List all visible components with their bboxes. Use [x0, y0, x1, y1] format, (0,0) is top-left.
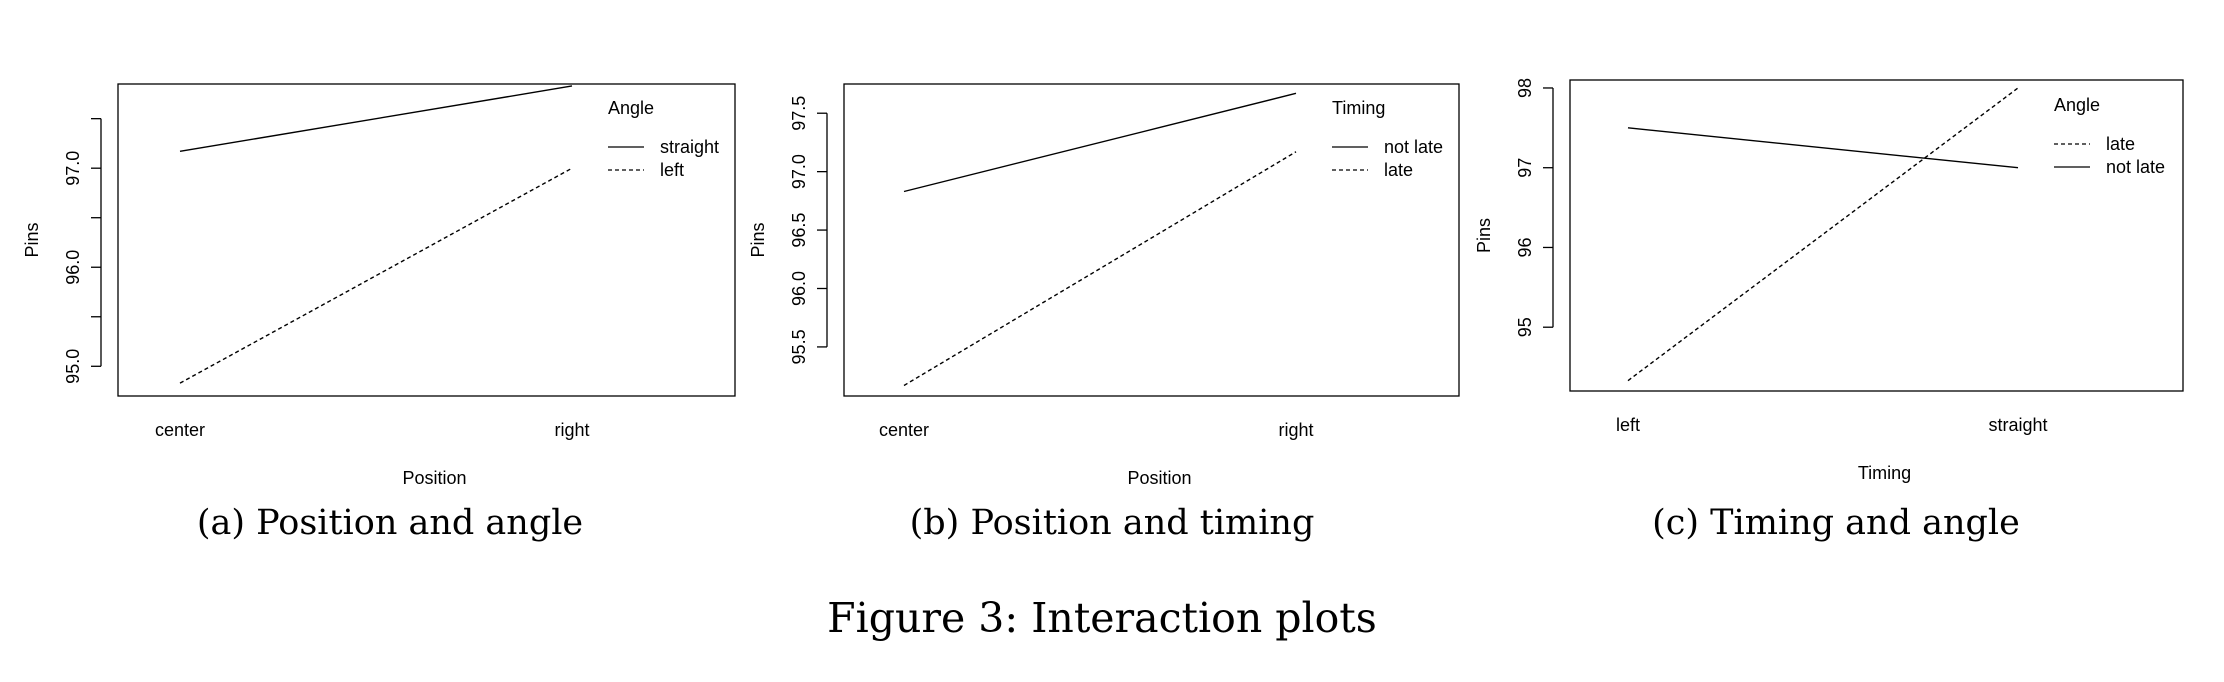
x-axis-label: Timing — [1858, 463, 1911, 483]
legend-entry: not late — [2106, 157, 2165, 177]
x-axis-label: Position — [1127, 468, 1191, 488]
x-tick-label: center — [155, 420, 205, 440]
x-tick-label: left — [1616, 415, 1640, 435]
legend-title: Angle — [608, 98, 654, 118]
legend-title: Timing — [1332, 98, 1385, 118]
y-tick-label: 97.0 — [63, 151, 83, 186]
y-axis-label: Pins — [22, 222, 42, 257]
y-tick-label: 95.5 — [789, 329, 809, 364]
legend-title: Angle — [2054, 95, 2100, 115]
x-tick-label: straight — [1988, 415, 2047, 435]
y-tick-label: 96 — [1515, 237, 1535, 257]
y-tick-label: 96.5 — [789, 213, 809, 248]
subfigure-caption: (c) Timing and angle — [1652, 503, 2020, 543]
y-tick-label: 95.0 — [63, 349, 83, 384]
y-axis-label: Pins — [1474, 218, 1494, 253]
y-tick-label: 96.0 — [63, 250, 83, 285]
legend-entry: late — [2106, 134, 2135, 154]
plot-frame — [843, 83, 1460, 397]
legend-entry: late — [1384, 160, 1413, 180]
y-tick-label: 97.5 — [789, 96, 809, 131]
figure-caption: Figure 3: Interaction plots — [827, 594, 1377, 642]
x-tick-label: right — [1278, 420, 1313, 440]
series-line-not-late — [1627, 127, 2019, 169]
y-tick-label: 97.0 — [789, 154, 809, 189]
legend-entry: left — [660, 160, 684, 180]
y-tick-label: 98 — [1515, 78, 1535, 98]
legend-entry: not late — [1384, 137, 1443, 157]
y-tick-label: 95 — [1515, 317, 1535, 337]
plot-frame — [117, 83, 736, 397]
plot-frame — [1569, 79, 2184, 392]
series-line-late — [903, 151, 1297, 387]
series-line-not-late — [903, 92, 1297, 193]
y-axis-label: Pins — [748, 222, 768, 257]
chart-panel-2: 95.5 96.0 96.5 97.0 97.5 Pins center right Posit… — [748, 83, 1460, 543]
legend-entry: straight — [660, 137, 719, 157]
x-axis-label: Position — [402, 468, 466, 488]
chart-panel-1: 95.0 96.0 97.0 Pins center right Position Angle… — [22, 83, 736, 543]
x-tick-label: center — [879, 420, 929, 440]
series-line-straight — [179, 85, 573, 153]
series-line-left — [179, 167, 573, 384]
x-tick-label: right — [554, 420, 589, 440]
y-tick-label: 97 — [1515, 158, 1535, 178]
subfigure-caption: (b) Position and timing — [910, 503, 1315, 543]
y-tick-label: 96.0 — [789, 271, 809, 306]
subfigure-caption: (a) Position and angle — [197, 503, 583, 543]
series-line-late — [1627, 87, 2019, 382]
chart-panel-3: 95 96 97 98 Pins left straight Timing Angle late n… — [1474, 78, 2184, 543]
